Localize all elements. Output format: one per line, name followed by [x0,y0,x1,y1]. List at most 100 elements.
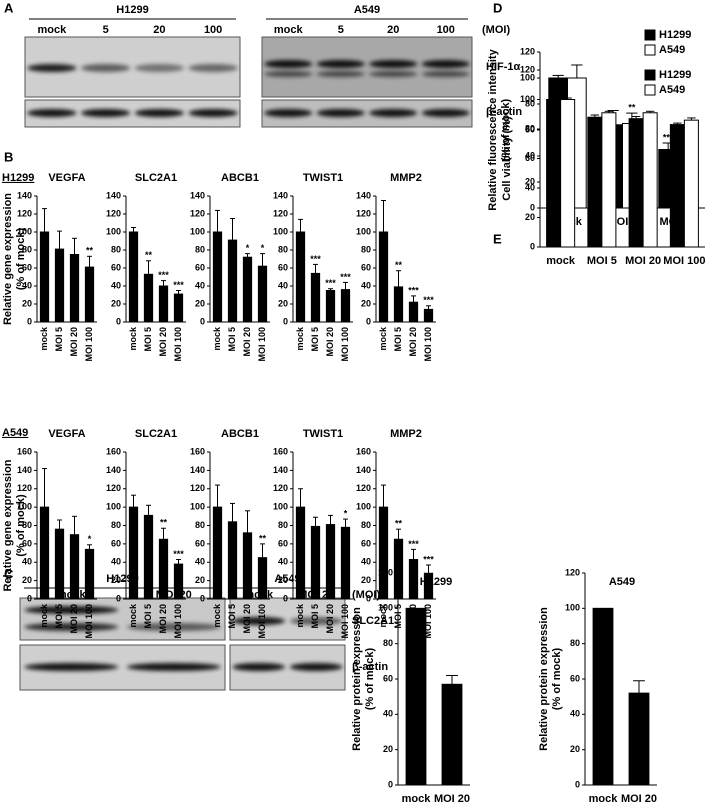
chart-title: SLC2A1 [135,172,177,184]
blot-band [264,109,313,117]
y-tick-label: 0 [388,779,393,789]
y-tick-label: 120 [106,483,121,493]
bar [628,118,644,248]
y-tick-label: 60 [111,262,121,272]
y-tick-label: 60 [195,262,205,272]
lane-label: 5 [103,24,109,36]
bar [310,272,321,323]
y-axis-label: Relative protein expression [538,607,550,751]
blot-target: β-actin [352,661,388,673]
bar [173,563,184,600]
blot-group: A549 [354,4,380,16]
y-tick-label: 120 [190,208,205,218]
blot-target: SLC2A1 [352,615,394,627]
x-tick-label: mock [402,793,432,805]
lane-label: 20 [387,24,399,36]
y-tick-label: 20 [195,298,205,308]
y-tick-label: 100 [273,502,288,512]
y-tick-label: 160 [273,446,288,456]
y-tick-label: 100 [520,94,535,104]
y-tick-label: 140 [190,465,205,475]
blot-target: β-actin [486,106,522,118]
bar [325,290,336,323]
x-tick-label: MOI 20 [325,327,335,357]
chart-title: MMP2 [390,428,422,440]
y-tick-label: 60 [525,153,535,163]
x-tick-label: MOI 100 [84,327,94,362]
y-tick-label: 60 [278,262,288,272]
blot-band [80,64,131,72]
y-tick-label: 100 [273,226,288,236]
lane-label: mock [274,24,304,36]
y-tick-label: 100 [356,226,371,236]
x-tick-label: MOI 20 [434,793,470,805]
y-tick-label: 100 [106,226,121,236]
y-tick-label: 60 [525,124,535,134]
x-tick-label: mock [39,603,49,628]
y-tick-label: 0 [27,593,32,603]
bar [683,119,699,248]
bar [546,99,562,248]
y-tick-label: 100 [190,226,205,236]
significance: *** [408,539,419,549]
x-tick-label: MOI 20 [69,327,79,357]
y-axis-label: Relative gene expression [2,193,14,325]
bar [242,256,253,323]
bar [84,548,95,600]
y-tick-label: 0 [200,316,205,326]
chart-title: ABCB1 [221,428,259,440]
y-tick-label: 120 [520,46,535,56]
lane-label: 100 [437,24,455,36]
bar [601,112,617,248]
x-tick-label: mock [212,326,222,351]
x-tick-label: MOI 5 [143,604,153,629]
y-tick-label: 40 [383,709,393,719]
y-tick-label: 20 [383,744,393,754]
significance: *** [423,554,434,564]
y-tick-label: 60 [383,673,393,683]
y-tick-label: 20 [361,298,371,308]
blot-group: H1299 [116,4,148,16]
bar [378,506,389,600]
legend-label: H1299 [659,69,691,81]
chart-title: TWIST1 [303,172,343,184]
bar [408,558,419,600]
y-tick-label: 120 [17,208,32,218]
blot-band [24,606,119,614]
y-tick-label: 120 [378,567,393,577]
y-tick-label: 80 [570,638,580,648]
significance: ** [628,102,636,112]
y-tick-label: 20 [570,744,580,754]
y-axis-label: Relative gene expression [2,459,14,591]
bar [642,112,658,248]
legend-label: H1299 [659,29,691,41]
y-tick-label: 80 [22,244,32,254]
x-tick-label: MOI 5 [587,255,617,267]
chart-title: ABCB1 [221,172,259,184]
y-tick-label: 140 [106,465,121,475]
lane-label: 20 [153,24,165,36]
bar [295,231,306,323]
y-tick-label: 20 [111,298,121,308]
blot-band [24,663,119,671]
y-tick-label: 40 [22,557,32,567]
bar [158,538,169,600]
bar [84,266,95,323]
significance: ** [259,533,267,543]
y-tick-label: 100 [17,226,32,236]
x-tick-label: mock [378,326,388,351]
x-tick-label: MOI 20 [621,793,657,805]
blot-band [316,60,365,68]
chart-title: VEGFA [48,172,85,184]
significance: ** [145,250,153,260]
y-tick-label: 40 [195,280,205,290]
bar [378,231,389,323]
blot-band [232,663,286,671]
row-label: A549 [2,427,28,439]
y-tick-label: 0 [200,593,205,603]
significance: ** [86,246,94,256]
x-tick-label: MOI 100 [423,327,433,362]
chart-title: TWIST1 [303,428,343,440]
y-tick-label: 140 [190,190,205,200]
